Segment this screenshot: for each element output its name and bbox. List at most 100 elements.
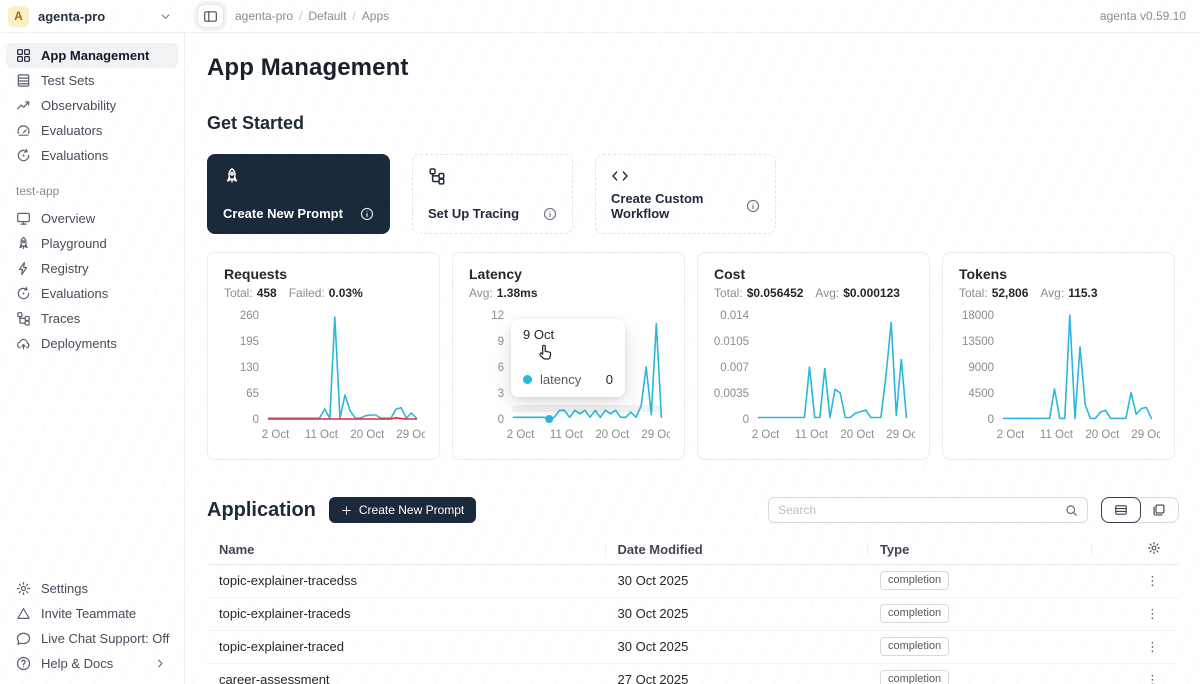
sidebar-item-registry[interactable]: Registry	[6, 256, 178, 281]
sidebar-item-deployments[interactable]: Deployments	[6, 331, 178, 356]
svg-text:0.007: 0.007	[720, 362, 749, 374]
mouse-cursor-icon	[535, 343, 553, 366]
svg-text:260: 260	[240, 310, 259, 322]
app-date-modified: 30 Oct 2025	[605, 564, 868, 598]
sidebar-item-observability[interactable]: Observability	[6, 93, 178, 118]
card-view-icon	[1152, 503, 1166, 517]
cloud-icon	[16, 336, 31, 351]
row-menu-button[interactable]: ⋮	[1146, 573, 1159, 588]
sidebar-item-live-chat-support-off[interactable]: Live Chat Support: Off	[6, 626, 178, 651]
breadcrumb-segment-agenta-pro[interactable]: agenta-pro	[235, 9, 294, 23]
row-menu-button[interactable]: ⋮	[1146, 639, 1159, 654]
chart-stats: Total: $0.056452 Avg: $0.000123	[714, 286, 913, 300]
sidebar-item-invite-teammate[interactable]: Invite Teammate	[6, 601, 178, 626]
chart-tooltip: 9 Oct latency 0	[511, 319, 625, 397]
trend-icon	[16, 98, 31, 113]
svg-text:11 Oct: 11 Oct	[795, 429, 829, 441]
sidebar-nav: App Management Test Sets Observability Eval…	[6, 43, 178, 356]
sidebar-item-label: Invite Teammate	[41, 606, 137, 621]
info-icon[interactable]	[746, 199, 760, 213]
svg-text:20 Oct: 20 Oct	[1085, 429, 1120, 441]
breadcrumb-segment-default[interactable]: Default	[308, 9, 347, 23]
info-icon[interactable]	[360, 207, 374, 221]
svg-text:12: 12	[491, 310, 504, 322]
sidebar-item-evaluations[interactable]: Evaluations	[6, 281, 178, 306]
get-started-card-create-custom-workflow[interactable]: Create Custom Workflow	[595, 154, 776, 234]
sidebar-item-evaluations[interactable]: Evaluations	[6, 143, 178, 168]
svg-text:11 Oct: 11 Oct	[550, 429, 584, 441]
breadcrumb-separator: /	[352, 9, 356, 23]
app-name: career-assessment	[207, 663, 606, 684]
sidebar-item-app-management[interactable]: App Management	[6, 43, 178, 68]
gear-icon	[16, 581, 31, 596]
svg-text:0: 0	[253, 414, 259, 426]
table-body: topic-explainer-tracedss 30 Oct 2025 compl…	[207, 564, 1179, 684]
svg-text:2 Oct: 2 Oct	[507, 429, 535, 441]
app-name: topic-explainer-traceds	[207, 597, 606, 631]
sidebar-footer: Settings Invite Teammate Live Chat Support…	[6, 576, 178, 676]
sidebar-item-label: Evaluators	[41, 123, 103, 138]
topbar: A agenta-pro agenta-pro / Default / Apps age…	[0, 0, 1200, 33]
table-row-topic-explainer-traceds[interactable]: topic-explainer-traceds 30 Oct 2025 comple…	[207, 597, 1179, 631]
sidebar-item-test-sets[interactable]: Test Sets	[6, 68, 178, 93]
search-box[interactable]	[768, 497, 1088, 523]
workspace-switcher[interactable]: A agenta-pro	[0, 5, 185, 27]
sidebar-item-help-docs[interactable]: Help & Docs	[6, 651, 178, 676]
column-settings[interactable]	[1091, 536, 1179, 565]
sidebar-toggle-button[interactable]	[197, 4, 224, 28]
bolt-icon	[16, 261, 31, 276]
search-input[interactable]	[778, 503, 1065, 517]
get-started-cards: Create New Prompt Set Up Tracing Create Cu…	[207, 154, 1179, 234]
table-row-career-assessment[interactable]: career-assessment 27 Oct 2025 completion ⋮	[207, 663, 1179, 684]
chart-stats: Avg: 1.38ms	[469, 286, 668, 300]
sidebar-item-label: Settings	[41, 581, 88, 596]
app-date-modified: 27 Oct 2025	[605, 663, 868, 684]
chart-stat: Avg: $0.000123	[815, 286, 900, 300]
breadcrumb[interactable]: agenta-pro / Default / Apps	[235, 9, 389, 23]
get-started-card-set-up-tracing[interactable]: Set Up Tracing	[412, 154, 573, 234]
table-view-button[interactable]	[1101, 497, 1141, 523]
breadcrumb-segment-apps[interactable]: Apps	[361, 9, 390, 23]
sidebar-item-settings[interactable]: Settings	[6, 576, 178, 601]
sidebar-section-label: test-app	[16, 184, 60, 198]
chart-stats: Total: 458 Failed: 0.03%	[224, 286, 423, 300]
chart-card-requests: Requests Total: 458 Failed: 0.03% 260 195 130 65…	[207, 252, 440, 460]
svg-text:13500: 13500	[962, 336, 994, 348]
create-new-prompt-button[interactable]: Create New Prompt	[328, 497, 477, 523]
tree-icon	[428, 167, 557, 185]
info-icon[interactable]	[543, 207, 557, 221]
breadcrumb-separator: /	[299, 9, 303, 23]
card-view-button[interactable]	[1140, 498, 1178, 522]
row-menu-button[interactable]: ⋮	[1146, 672, 1159, 684]
tooltip-series-dot	[523, 375, 532, 384]
svg-text:9000: 9000	[968, 362, 994, 374]
sidebar-item-traces[interactable]: Traces	[6, 306, 178, 331]
svg-text:9: 9	[498, 336, 504, 348]
svg-text:3: 3	[498, 388, 504, 400]
sidebar-item-playground[interactable]: Playground	[6, 231, 178, 256]
chart-card-latency: Latency Avg: 1.38ms 12 9 6 3 0 2 Oct 11 Oct 20 Oct…	[452, 252, 685, 460]
search-icon[interactable]	[1065, 504, 1078, 517]
column-header-date-modified: Date Modified	[605, 536, 869, 565]
sidebar-item-overview[interactable]: Overview	[6, 206, 178, 231]
tooltip-series-name: latency	[540, 372, 582, 387]
app-name: topic-explainer-traced	[207, 630, 606, 664]
workspace-name: agenta-pro	[38, 8, 106, 24]
table-row-topic-explainer-traced[interactable]: topic-explainer-traced 30 Oct 2025 complet…	[207, 630, 1179, 664]
get-started-heading: Get Started	[207, 113, 305, 133]
sidebar-item-label: Help & Docs	[41, 656, 114, 671]
get-started-card-create-new-prompt[interactable]: Create New Prompt	[207, 154, 390, 234]
row-menu-button[interactable]: ⋮	[1146, 606, 1159, 621]
type-badge: completion	[879, 670, 950, 684]
get-started-card-label: Create Custom Workflow	[611, 191, 704, 221]
type-badge: completion	[879, 637, 950, 656]
table-row-topic-explainer-tracedss[interactable]: topic-explainer-tracedss 30 Oct 2025 compl…	[207, 564, 1179, 598]
sidebar-item-evaluators[interactable]: Evaluators	[6, 118, 178, 143]
chart-svg-cost: 0.014 0.0105 0.007 0.0035 02 Oct 11 Oct 20 Oct…	[714, 310, 915, 441]
type-badge: completion	[879, 604, 950, 623]
sidebar-item-label: Deployments	[41, 336, 117, 351]
svg-text:20 Oct: 20 Oct	[595, 429, 630, 441]
app-date-modified: 30 Oct 2025	[605, 630, 868, 664]
table-header-row: Name Date Modified Type	[207, 536, 1179, 565]
